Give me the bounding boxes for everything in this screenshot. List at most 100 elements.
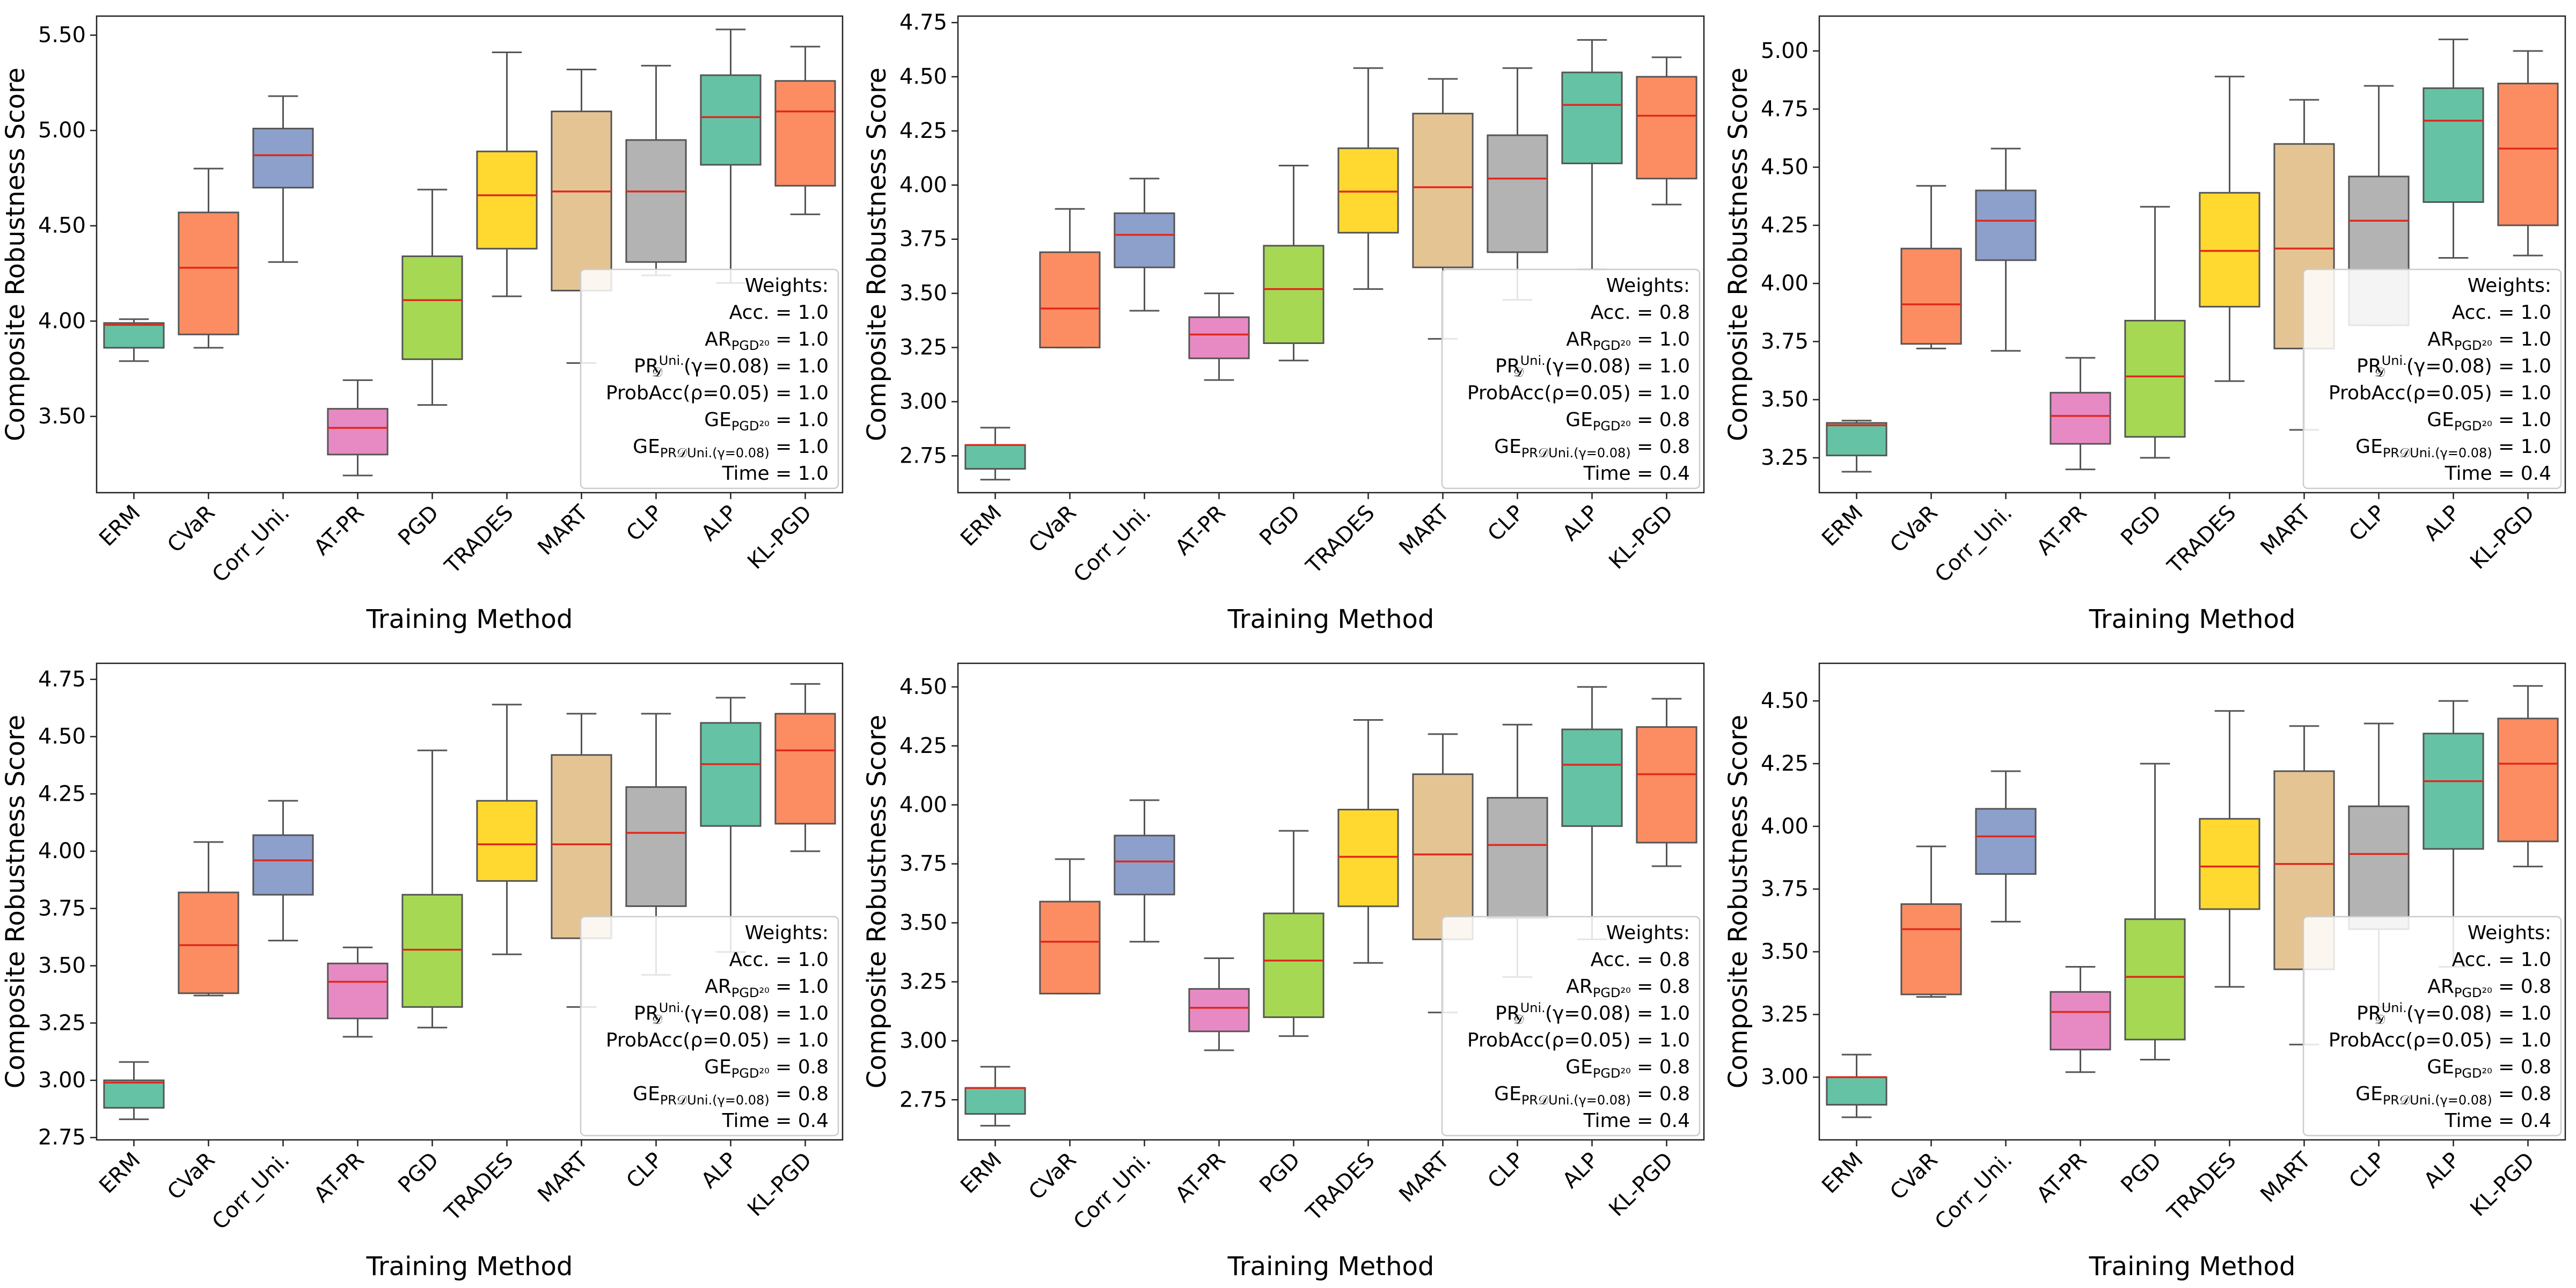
box-alp <box>700 28 762 284</box>
x-tick-label: PGD <box>1255 1148 1305 1198</box>
y-tick-label: 4.25 <box>899 734 947 758</box>
x-tick-label: CLP <box>2344 501 2390 546</box>
box-iqr <box>774 80 836 187</box>
y-tick-label: 3.50 <box>38 954 86 978</box>
legend-line: Time = 0.4 <box>1583 1110 1690 1132</box>
box-iqr <box>1561 728 1623 827</box>
box-iqr <box>1114 212 1175 268</box>
y-tick-label: 4.50 <box>1761 155 1809 180</box>
legend-line: Acc. = 0.8 <box>1591 949 1690 971</box>
box-trades <box>2199 76 2260 382</box>
box-iqr <box>1412 773 1474 940</box>
legend-line: GEPGD²⁰ = 0.8 <box>704 1056 829 1081</box>
box-cvar <box>1039 858 1101 994</box>
x-tick-label: ALP <box>2419 501 2465 546</box>
x-tick-label: CVaR <box>163 1148 219 1205</box>
box-cvar <box>1900 185 1962 349</box>
x-tick-label: CVaR <box>1885 1148 1942 1205</box>
box-at-pr <box>2050 966 2111 1073</box>
x-tick-label: KL-PGD <box>743 501 816 574</box>
legend-line: PRUni. 𝒟 (γ=0.08) = 1.0 <box>1495 1000 1690 1027</box>
x-tick-label: PGD <box>2116 1148 2166 1198</box>
legend-frame <box>2302 268 2562 489</box>
legend-line: GEPR𝒟Uni.(γ=0.08) = 1.0 <box>2355 436 2551 460</box>
x-tick-label: AT-PR <box>309 501 369 560</box>
legend-line: ProbAcc(ρ=0.05) = 1.0 <box>1467 1029 1690 1051</box>
box-iqr <box>1337 147 1399 234</box>
x-tick-label: TRADES <box>440 1148 518 1226</box>
box-iqr <box>625 139 687 263</box>
box-pgd <box>2124 206 2186 459</box>
box-iqr <box>1636 726 1697 844</box>
box-iqr <box>2497 83 2559 226</box>
y-tick-label: 3.75 <box>38 896 86 921</box>
x-tick-label: MART <box>533 500 593 560</box>
box-iqr <box>1900 247 1962 345</box>
x-tick-label: ERM <box>1817 1148 1868 1198</box>
legend-line: Acc. = 1.0 <box>729 949 829 971</box>
legend-line: GEPR𝒟Uni.(γ=0.08) = 0.8 <box>1494 1083 1690 1108</box>
x-tick-label: KL-PGD <box>1604 501 1678 574</box>
legend-line: GEPGD²⁰ = 1.0 <box>2427 409 2551 434</box>
x-tick-label: AT-PR <box>2032 501 2091 560</box>
box-iqr <box>1487 134 1548 253</box>
box-clp <box>625 713 687 976</box>
x-axis-label: Training Method <box>366 604 573 634</box>
box-iqr <box>252 834 314 896</box>
box-clp <box>1487 67 1548 301</box>
box-iqr <box>1039 251 1101 349</box>
legend-line: ARPGD²⁰ = 1.0 <box>705 328 829 353</box>
y-tick-label: 3.50 <box>38 404 86 429</box>
box-corr-uni- <box>252 95 314 263</box>
x-tick-label: Corr_Uni. <box>208 1148 295 1235</box>
box-pgd <box>401 749 463 1029</box>
box-iqr <box>103 1079 165 1109</box>
x-tick-label: KL-PGD <box>1604 1148 1678 1221</box>
box-kl-pgd <box>774 46 836 215</box>
axes-frame <box>96 662 844 1141</box>
legend-line: Acc. = 1.0 <box>2452 302 2551 324</box>
y-tick-label: 4.00 <box>1761 271 1809 296</box>
legend-line: Acc. = 0.8 <box>1591 302 1690 324</box>
legend-line: PRUni. 𝒟 (γ=0.08) = 1.0 <box>2357 353 2551 380</box>
x-tick-label: AT-PR <box>1170 501 1230 560</box>
x-tick-label: ERM <box>1817 501 1868 551</box>
legend-line: GEPR𝒟Uni.(γ=0.08) = 1.0 <box>633 436 829 460</box>
axes-frame <box>957 662 1705 1141</box>
x-tick-label: CLP <box>621 1148 667 1194</box>
box-alp <box>2423 38 2484 259</box>
x-tick-label: Corr_Uni. <box>1930 1148 2017 1235</box>
box-corr-uni- <box>1975 148 2037 352</box>
box-cvar <box>178 167 239 349</box>
legend-line: GEPR𝒟Uni.(γ=0.08) = 0.8 <box>1494 436 1690 460</box>
box-iqr <box>2348 805 2410 930</box>
y-tick-label: 4.50 <box>38 214 86 238</box>
y-tick-label: 4.00 <box>38 839 86 863</box>
y-axis-label: Composite Robustness Score <box>862 68 892 441</box>
box-trades <box>476 51 538 297</box>
box-iqr <box>2199 818 2260 910</box>
box-mart <box>551 713 612 1008</box>
box-iqr <box>774 713 836 825</box>
box-iqr <box>964 444 1026 470</box>
x-tick-label: Corr_Uni. <box>1069 501 1156 588</box>
x-tick-label: MART <box>533 1147 593 1208</box>
legend-line: ARPGD²⁰ = 0.8 <box>1566 976 1690 1000</box>
box-iqr <box>625 786 687 908</box>
box-at-pr <box>1188 292 1250 381</box>
x-tick-label: CLP <box>621 501 667 546</box>
x-tick-label: ALP <box>2419 1148 2465 1194</box>
box-corr-uni- <box>1114 178 1175 312</box>
box-iqr <box>1636 76 1697 180</box>
box-at-pr <box>2050 357 2111 471</box>
y-tick-label: 3.50 <box>1761 939 1809 964</box>
y-tick-label: 4.75 <box>899 10 947 35</box>
box-iqr <box>1337 809 1399 908</box>
